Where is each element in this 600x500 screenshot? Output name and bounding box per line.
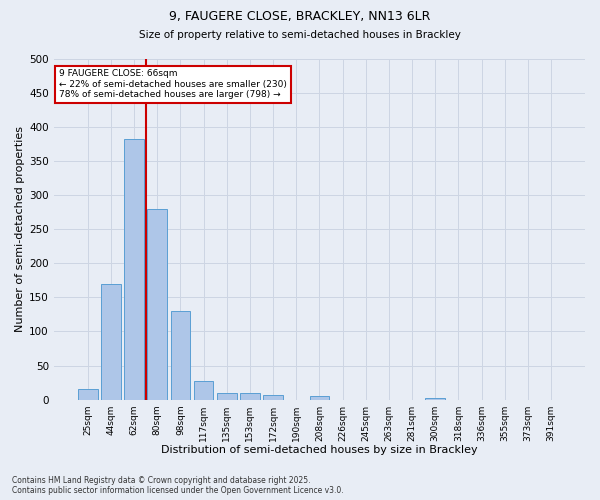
Text: 9 FAUGERE CLOSE: 66sqm
← 22% of semi-detached houses are smaller (230)
78% of se: 9 FAUGERE CLOSE: 66sqm ← 22% of semi-det…	[59, 69, 287, 99]
X-axis label: Distribution of semi-detached houses by size in Brackley: Distribution of semi-detached houses by …	[161, 445, 478, 455]
Text: 9, FAUGERE CLOSE, BRACKLEY, NN13 6LR: 9, FAUGERE CLOSE, BRACKLEY, NN13 6LR	[169, 10, 431, 23]
Bar	[263, 395, 283, 400]
Bar	[124, 140, 144, 400]
Bar	[425, 398, 445, 400]
Bar	[101, 284, 121, 400]
Text: Size of property relative to semi-detached houses in Brackley: Size of property relative to semi-detach…	[139, 30, 461, 40]
Bar	[170, 311, 190, 400]
Bar	[194, 380, 214, 400]
Bar	[78, 388, 98, 400]
Text: Contains HM Land Registry data © Crown copyright and database right 2025.
Contai: Contains HM Land Registry data © Crown c…	[12, 476, 344, 495]
Bar	[240, 394, 260, 400]
Y-axis label: Number of semi-detached properties: Number of semi-detached properties	[15, 126, 25, 332]
Bar	[310, 396, 329, 400]
Bar	[217, 393, 236, 400]
Bar	[148, 209, 167, 400]
